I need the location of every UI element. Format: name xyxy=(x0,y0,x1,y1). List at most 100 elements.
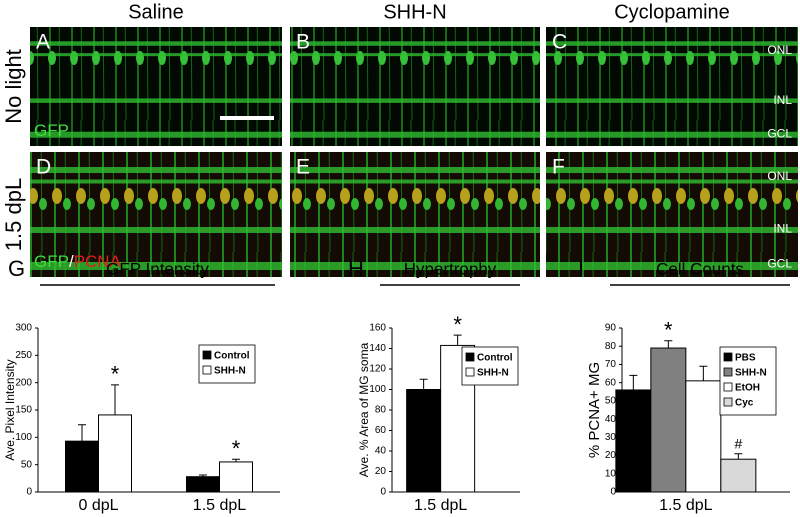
stain-name: / xyxy=(69,252,74,271)
retina-layer-band xyxy=(546,227,798,233)
y-tick-label: 60 xyxy=(605,377,617,388)
retina-layer-band xyxy=(290,98,540,103)
panel-letter: A xyxy=(36,31,50,54)
y-tick-label: 150 xyxy=(15,405,32,416)
y-tick-label: 250 xyxy=(15,350,32,361)
y-tick-label: 200 xyxy=(15,377,32,388)
error-bar xyxy=(629,374,638,390)
y-tick-label: 40 xyxy=(605,414,617,425)
micrograph-cells xyxy=(30,27,282,146)
error-bar xyxy=(199,474,207,477)
bar xyxy=(720,458,757,493)
legend-label: Control xyxy=(477,353,513,364)
y-axis-label: % PCNA+ MG xyxy=(586,362,603,458)
legend-label: PBS xyxy=(735,353,756,364)
retina-layer-band xyxy=(546,262,798,270)
retina-layer-band xyxy=(290,262,540,270)
column-header: SHH-N xyxy=(383,1,446,23)
panel-letter: G xyxy=(8,256,25,281)
legend-label: SHH-N xyxy=(735,368,767,379)
panel-letter: F xyxy=(552,156,565,179)
layer-label: ONL xyxy=(767,43,792,57)
x-tick-label: 1.5 dpL xyxy=(659,497,712,514)
y-tick-label: 0 xyxy=(610,487,616,498)
chart-title: Hypertrophy xyxy=(404,259,497,278)
x-tick-label: 1.5 dpL xyxy=(414,497,467,514)
panel-letter: H xyxy=(348,256,364,281)
error-bar xyxy=(734,453,743,460)
micrograph-cells xyxy=(290,27,540,146)
column-header: Cyclopamine xyxy=(614,1,730,23)
retina-layer-band xyxy=(290,167,540,173)
panel-letter: C xyxy=(552,31,567,54)
legend-box xyxy=(461,346,519,386)
stain-name: PCNA xyxy=(74,252,122,271)
panel-letter: I xyxy=(578,256,584,281)
significance-marker: * xyxy=(453,312,462,337)
y-tick-label: 90 xyxy=(605,323,617,334)
y-tick-label: 300 xyxy=(15,323,32,334)
error-bar xyxy=(664,340,673,349)
panel-letter: D xyxy=(36,156,51,179)
panel-letter: B xyxy=(296,31,310,54)
retina-layer-band xyxy=(546,167,798,173)
significance-marker: * xyxy=(664,318,673,343)
bar xyxy=(219,461,253,493)
y-tick-label: 70 xyxy=(605,359,617,370)
error-bar xyxy=(111,384,119,415)
y-tick-label: 30 xyxy=(605,432,617,443)
significance-marker: * xyxy=(111,362,120,387)
error-bar xyxy=(453,334,462,346)
layer-label: INL xyxy=(773,222,792,236)
layer-label: GCL xyxy=(767,257,792,271)
bar xyxy=(685,380,722,493)
bar xyxy=(98,414,132,493)
retina-layer-band xyxy=(546,41,798,46)
x-tick-label: 0 dpL xyxy=(78,497,118,514)
y-tick-label: 160 xyxy=(369,323,386,334)
stain-label: GFP/PCNA xyxy=(34,252,122,271)
y-tick-label: 60 xyxy=(375,425,387,436)
retina-layer-band xyxy=(30,98,282,103)
stain-label: GFP xyxy=(34,121,69,140)
column-header: Saline xyxy=(128,1,184,23)
legend-label: Cyc xyxy=(735,398,754,409)
row-label: 1.5 dpL xyxy=(1,178,26,251)
retina-layer-band xyxy=(30,179,282,184)
error-bar xyxy=(232,458,240,462)
layer-label: GCL xyxy=(767,126,792,140)
y-tick-label: 50 xyxy=(21,459,33,470)
legend-label: SHH-N xyxy=(477,368,509,379)
bar xyxy=(65,440,99,493)
retina-layer-band xyxy=(290,53,540,57)
retina-layer-band xyxy=(290,179,540,184)
retina-layer-band xyxy=(30,227,282,233)
retina-layer-band xyxy=(546,53,798,57)
layer-label: INL xyxy=(773,93,792,107)
chart-title: Cell Counts xyxy=(656,259,744,278)
x-tick-label: 1.5 dpL xyxy=(193,497,246,514)
micrograph-cells xyxy=(546,27,798,146)
error-bar xyxy=(78,424,86,442)
bar xyxy=(650,347,687,493)
y-tick-label: 20 xyxy=(375,466,387,477)
stain-name: GFP xyxy=(34,121,69,140)
legend-swatch xyxy=(465,352,475,362)
y-tick-label: 140 xyxy=(369,343,386,354)
row-label: No light xyxy=(1,49,26,124)
y-tick-label: 40 xyxy=(375,446,387,457)
bar xyxy=(615,389,652,493)
y-tick-label: 0 xyxy=(26,487,32,498)
significance-marker: # xyxy=(734,435,742,451)
layer-label: ONL xyxy=(767,169,792,183)
chart-title: GFP Intensity xyxy=(106,259,209,278)
legend-swatch xyxy=(202,350,212,360)
y-tick-label: 50 xyxy=(605,396,617,407)
y-tick-label: 10 xyxy=(605,468,617,479)
y-tick-label: 120 xyxy=(369,364,386,375)
legend-label: Control xyxy=(214,351,250,362)
retina-layer-band xyxy=(30,262,282,270)
y-tick-label: 80 xyxy=(605,341,617,352)
legend-label: EtOH xyxy=(735,383,760,394)
